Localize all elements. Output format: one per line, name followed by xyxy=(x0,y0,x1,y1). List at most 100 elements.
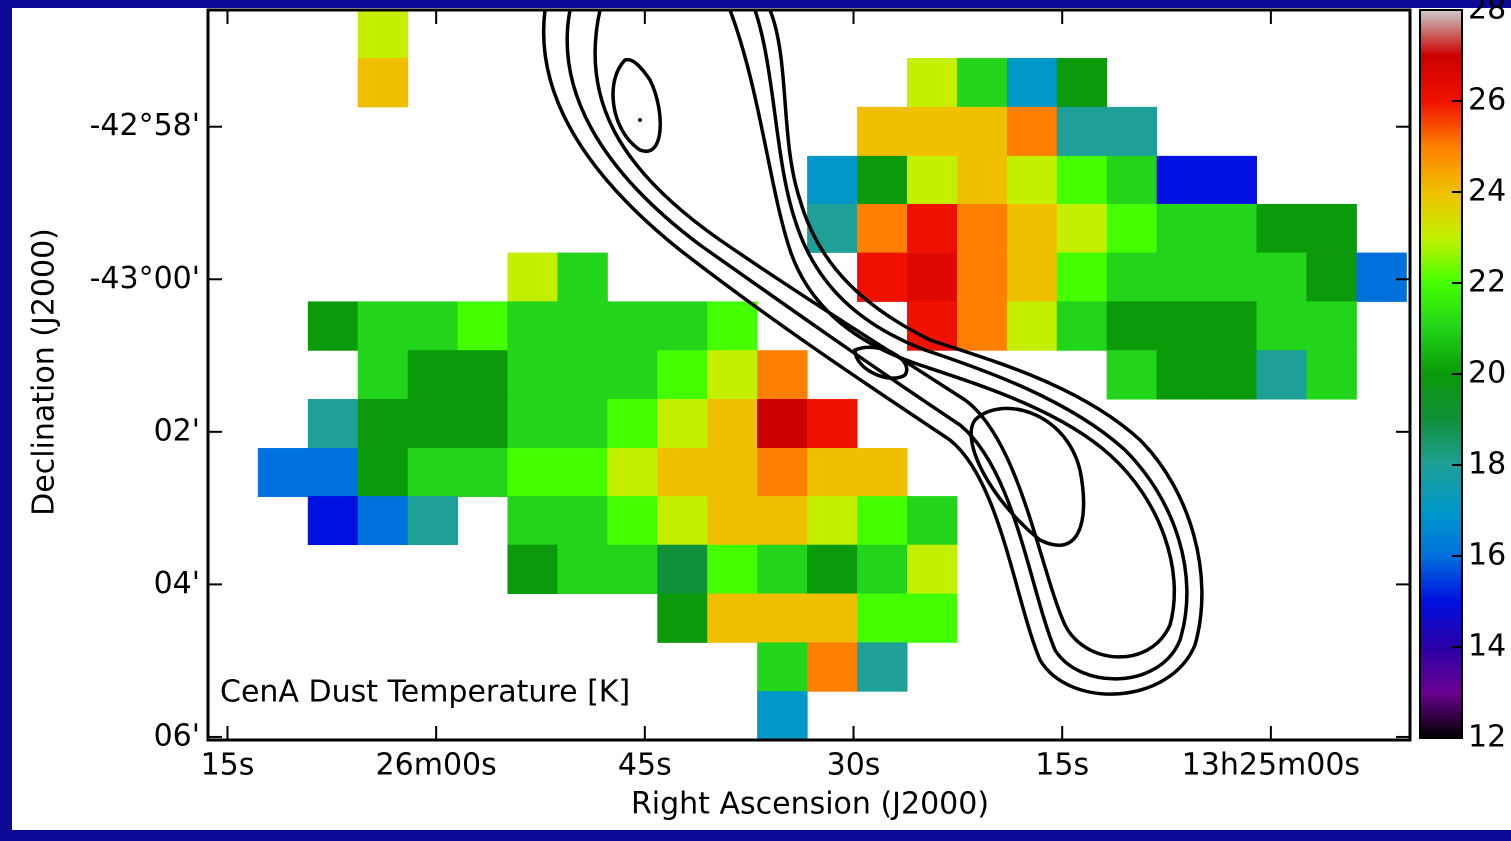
cell xyxy=(857,593,908,643)
cell xyxy=(307,448,359,497)
cell xyxy=(807,544,858,595)
cell xyxy=(857,106,908,157)
cell xyxy=(1056,252,1108,302)
cell xyxy=(607,448,658,497)
cell xyxy=(757,399,808,449)
cell xyxy=(607,350,658,400)
x-axis-label: Right Ascension (J2000) xyxy=(631,787,989,822)
cell xyxy=(557,496,608,546)
cell xyxy=(757,593,808,643)
x-tick-label: 15s xyxy=(1035,748,1089,783)
cell xyxy=(407,301,459,351)
contour xyxy=(593,9,1177,659)
cell xyxy=(1106,106,1158,157)
cell xyxy=(1256,252,1307,302)
colorbar-tick-label: 22 xyxy=(1468,265,1506,300)
cell xyxy=(1006,155,1058,205)
cell xyxy=(907,544,958,595)
cell xyxy=(956,58,1008,108)
cell xyxy=(807,155,858,205)
y-axis-label: Declination (J2000) xyxy=(27,228,62,516)
cell xyxy=(407,448,459,497)
cell xyxy=(357,496,409,546)
cell xyxy=(1006,58,1058,108)
cell xyxy=(707,301,758,351)
cell xyxy=(307,301,359,351)
cell xyxy=(457,350,508,400)
contour xyxy=(853,345,909,380)
cell xyxy=(857,203,908,253)
cell xyxy=(1156,203,1208,253)
x-tick-label: 45s xyxy=(618,748,672,783)
cell xyxy=(1156,350,1208,400)
cell xyxy=(707,399,758,449)
cell xyxy=(1056,106,1108,157)
cell xyxy=(807,448,858,497)
cell xyxy=(707,350,758,400)
cell xyxy=(857,155,908,205)
cell xyxy=(507,448,558,497)
cell xyxy=(607,544,658,595)
cell xyxy=(1306,203,1357,253)
colorbar-tick-label: 18 xyxy=(1468,447,1506,482)
cell xyxy=(1306,350,1357,400)
cell xyxy=(507,399,558,449)
cell xyxy=(807,203,858,253)
cell xyxy=(657,301,708,351)
cell xyxy=(1106,301,1158,351)
cell xyxy=(907,155,958,205)
contour xyxy=(565,9,1189,681)
cell xyxy=(407,496,459,546)
cell xyxy=(1356,252,1407,302)
cell xyxy=(1106,252,1158,302)
cell xyxy=(657,593,708,643)
cell xyxy=(857,496,908,546)
cell xyxy=(757,496,808,546)
cell xyxy=(557,399,608,449)
cell xyxy=(507,252,558,302)
cell xyxy=(807,399,858,449)
colorbar-tick-label: 28 xyxy=(1468,0,1506,27)
cell xyxy=(357,9,409,59)
cell xyxy=(956,203,1008,253)
cell xyxy=(557,252,608,302)
cell xyxy=(507,496,558,546)
cell xyxy=(807,496,858,546)
cell xyxy=(1306,301,1357,351)
x-tick-label: 15s xyxy=(201,748,255,783)
contour xyxy=(638,118,642,122)
cell xyxy=(1256,301,1307,351)
cell xyxy=(507,301,558,351)
cell xyxy=(457,448,508,497)
cell xyxy=(1106,203,1158,253)
cell xyxy=(907,252,958,302)
cell xyxy=(1056,203,1108,253)
cell xyxy=(557,544,608,595)
cell xyxy=(907,58,958,108)
cell xyxy=(956,301,1008,351)
y-tick-label: -43°00' xyxy=(90,261,200,296)
cell xyxy=(707,593,758,643)
cell xyxy=(657,350,708,400)
colorbar-tick-label: 14 xyxy=(1468,629,1506,664)
cell xyxy=(857,448,908,497)
cell xyxy=(1206,350,1257,400)
cell xyxy=(757,691,808,741)
cell xyxy=(607,301,658,351)
colorbar-tick-label: 12 xyxy=(1468,720,1506,755)
colorbar-tick-label: 16 xyxy=(1468,538,1506,573)
cell xyxy=(557,350,608,400)
cell xyxy=(757,350,808,400)
cell xyxy=(1006,106,1058,157)
cell xyxy=(1106,155,1158,205)
cell xyxy=(857,544,908,595)
cell xyxy=(707,496,758,546)
heatmap-cells xyxy=(257,9,1407,741)
cell xyxy=(1256,350,1307,400)
axes-frame xyxy=(206,8,1412,742)
cell xyxy=(257,448,309,497)
cell xyxy=(1056,155,1108,205)
colorbar-tick-label: 24 xyxy=(1468,174,1506,209)
cell xyxy=(907,106,958,157)
